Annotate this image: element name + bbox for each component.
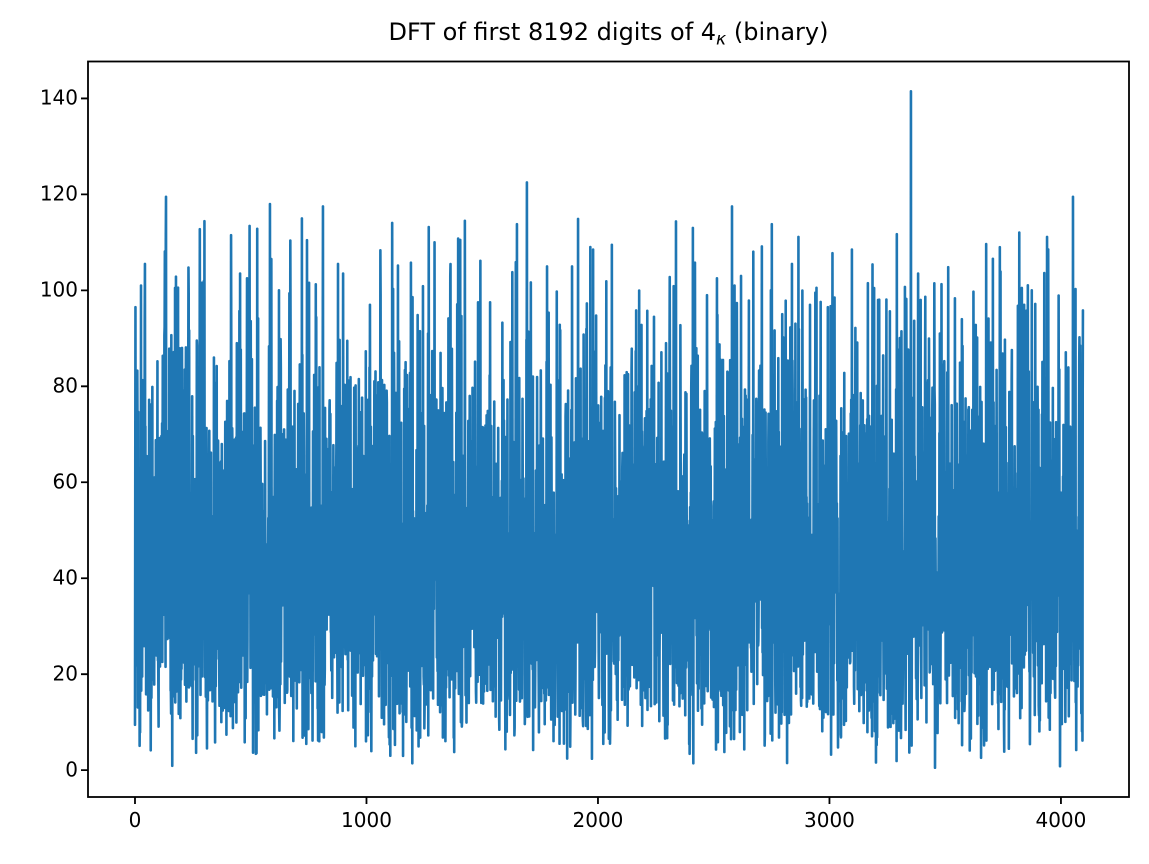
x-tick-label: 3000: [804, 808, 855, 832]
x-tick-label: 1000: [341, 808, 392, 832]
x-tick-label: 0: [128, 808, 142, 832]
chart-title: DFT of first 8192 digits of 4κ (binary): [88, 18, 1129, 49]
y-tick-label: 140: [39, 85, 78, 110]
y-tick-label: 80: [52, 373, 78, 398]
y-tick-label: 120: [39, 181, 78, 206]
y-tick-label: 100: [39, 277, 78, 302]
chart-title-text: DFT of first 8192 digits of 4: [388, 18, 717, 46]
x-tick-label: 2000: [572, 808, 624, 832]
y-tick-label: 20: [52, 661, 78, 686]
y-tick-label: 0: [65, 757, 78, 782]
chart-title-suffix: (binary): [726, 18, 829, 46]
y-tick-label: 40: [52, 565, 78, 590]
y-tick-label: 60: [52, 469, 78, 494]
x-tick-label: 4000: [1035, 808, 1087, 832]
chart-title-subscript: κ: [716, 29, 727, 50]
